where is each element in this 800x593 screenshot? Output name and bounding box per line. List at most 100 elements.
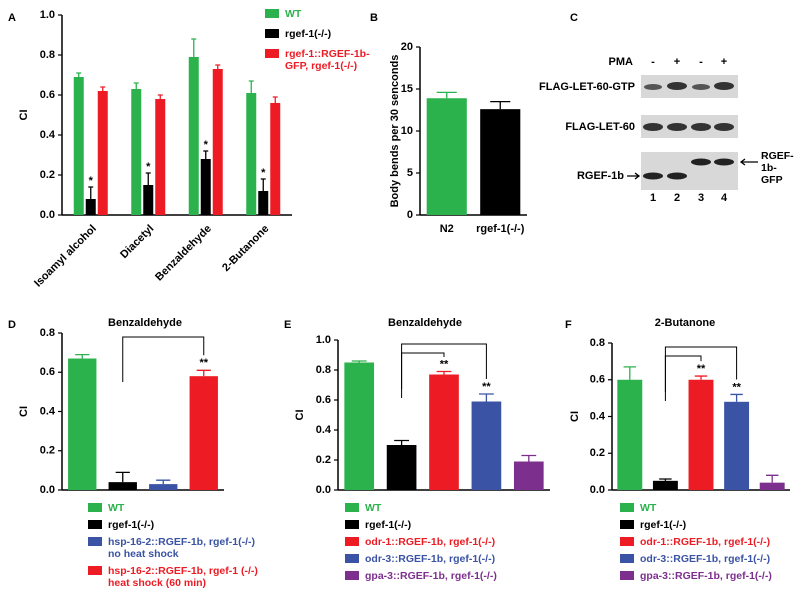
bar — [513, 461, 544, 490]
error-bar — [521, 454, 537, 462]
blot-band — [714, 82, 734, 90]
bar — [188, 57, 199, 215]
bar — [68, 358, 97, 490]
legend-label: WT — [108, 502, 125, 514]
error-bar — [436, 370, 452, 375]
bar — [426, 98, 467, 215]
error-bar — [203, 150, 209, 159]
y-tick-label: 0.2 — [590, 447, 605, 459]
y-axis-label: CI — [18, 406, 30, 417]
error-bar — [730, 393, 743, 402]
legend-item: rgef-1(-/-) — [345, 519, 411, 531]
y-tick-label: 0.6 — [316, 394, 331, 406]
y-tick-label: 0.6 — [590, 374, 605, 386]
legend-label: WT — [640, 502, 657, 514]
legend-item: gpa-3::RGEF-1b, rgef-1(-/-) — [620, 570, 772, 582]
error-bar — [436, 91, 457, 99]
y-tick-label: 0.8 — [40, 49, 55, 61]
significance-mark: ** — [697, 363, 706, 375]
lane-number: 3 — [698, 192, 704, 204]
y-tick-label: 0.0 — [40, 484, 55, 496]
legend-swatch — [265, 49, 279, 58]
y-tick-label: 0.4 — [590, 410, 606, 422]
bar — [724, 401, 750, 490]
blot-band — [714, 158, 734, 166]
legend-swatch — [345, 537, 359, 546]
y-tick-label: 0.6 — [40, 366, 55, 378]
panel-label: E — [284, 319, 291, 331]
legend-swatch — [88, 520, 102, 529]
significance-bracket — [401, 343, 487, 389]
legend-label: WT — [365, 502, 382, 514]
error-bar — [191, 38, 197, 57]
legend-swatch — [620, 520, 634, 529]
treatment-sign: - — [651, 56, 655, 68]
significance-mark: ** — [732, 381, 741, 393]
bar — [200, 159, 211, 215]
y-axis-label: CI — [18, 110, 30, 121]
bar — [344, 362, 375, 490]
bar — [189, 376, 218, 490]
y-tick-label: 0.0 — [590, 484, 605, 496]
lane-number: 1 — [650, 192, 656, 204]
y-tick-label: 1.0 — [316, 334, 331, 346]
legend-swatch — [345, 520, 359, 529]
significance-bracket — [664, 346, 738, 392]
bar — [143, 185, 154, 215]
legend-label: WT — [285, 8, 302, 20]
bar — [386, 445, 417, 490]
legend-swatch — [88, 503, 102, 512]
y-tick-label: 5 — [407, 167, 413, 179]
y-axis-label: CI — [294, 410, 306, 421]
bar — [258, 191, 269, 215]
x-tick-label: Diacetyl — [118, 223, 156, 261]
legend-swatch — [620, 537, 634, 546]
legend-item: gpa-3::RGEF-1b, rgef-1(-/-) — [345, 570, 497, 582]
y-tick-label: 15 — [401, 83, 413, 95]
error-bar — [394, 439, 410, 445]
bar — [246, 93, 257, 215]
legend-item: rgef-1::RGEF-1b- GFP, rgef-1(-/-) — [265, 48, 370, 72]
blot-band — [714, 123, 734, 131]
error-bar — [196, 369, 211, 377]
legend-item: WT — [265, 8, 301, 20]
arrow — [739, 158, 758, 166]
x-tick-label: Isoamyl alcohol — [32, 223, 99, 290]
bar — [73, 77, 84, 215]
band-label: RGEF-1b- GFP — [761, 150, 794, 186]
chart-title: 2-Butanone — [655, 317, 716, 329]
error-bar — [215, 64, 221, 69]
legend-item: rgef-1(-/-) — [620, 519, 686, 531]
bar — [97, 91, 108, 215]
x-tick-label: Benzaldehyde — [153, 223, 214, 284]
legend-item: WT — [88, 502, 124, 514]
error-bar — [157, 94, 163, 99]
legend-label: odr-1::RGEF-1b, rgef-1(-/-) — [365, 536, 496, 548]
y-tick-label: 0.2 — [316, 454, 331, 466]
blot-strip — [641, 152, 738, 190]
error-bar — [765, 474, 779, 483]
significance-mark: * — [89, 175, 94, 187]
bar — [480, 109, 521, 215]
bar — [759, 482, 785, 490]
legend-swatch — [88, 566, 102, 575]
error-bar — [623, 366, 637, 380]
blot-band — [643, 123, 663, 131]
y-tick-label: 0.2 — [40, 445, 55, 457]
legend-swatch — [265, 29, 279, 38]
blot-band — [667, 172, 687, 180]
y-tick-label: 0 — [407, 209, 413, 221]
treatment-sign: + — [674, 56, 680, 68]
treatment-label: PMA — [609, 56, 634, 68]
bar — [149, 484, 178, 490]
legend-label: rgef-1::RGEF-1b- GFP, rgef-1(-/-) — [285, 48, 370, 72]
legend-label: rgef-1(-/-) — [365, 519, 412, 531]
legend-item: WT — [620, 502, 656, 514]
error-bar — [351, 360, 367, 363]
panel-label: C — [570, 12, 578, 24]
legend-label: rgef-1(-/-) — [108, 519, 155, 531]
treatment-sign: - — [699, 56, 703, 68]
y-tick-label: 0.8 — [590, 337, 605, 349]
error-bar — [133, 82, 139, 89]
